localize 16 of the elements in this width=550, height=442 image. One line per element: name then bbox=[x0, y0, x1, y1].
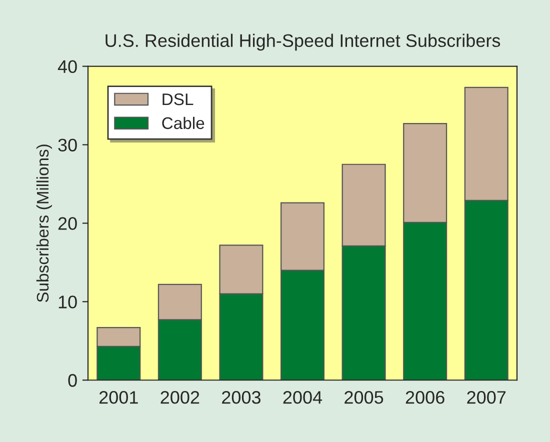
legend-label: Cable bbox=[162, 116, 204, 130]
x-tick-label: 2004 bbox=[283, 391, 322, 404]
y-tick-label: 20 bbox=[58, 217, 77, 230]
x-tick-label: 2006 bbox=[406, 391, 444, 404]
chart-title: U.S. Residential High-Speed Internet Subscribers bbox=[106, 34, 500, 51]
legend-label: DSL bbox=[162, 93, 194, 106]
y-tick-label: 40 bbox=[58, 60, 77, 74]
x-tick-label: 2002 bbox=[160, 391, 200, 404]
x-tick-label: 2005 bbox=[344, 391, 384, 404]
x-tick-label: 2007 bbox=[467, 391, 506, 404]
y-tick-label: 0 bbox=[68, 374, 77, 387]
x-tick-label: 2001 bbox=[99, 391, 138, 404]
y-axis-title: Subscribers (Millions) bbox=[36, 144, 52, 302]
x-tick-label: 2003 bbox=[222, 391, 261, 404]
y-tick-label: 30 bbox=[58, 138, 77, 152]
y-tick-label: 10 bbox=[58, 296, 77, 308]
